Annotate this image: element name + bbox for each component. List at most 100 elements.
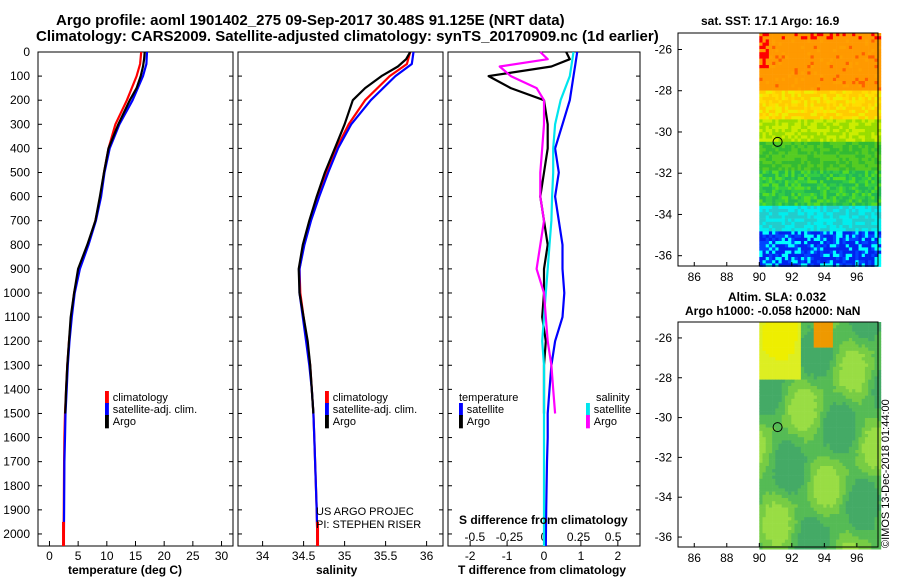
map-cell [823, 421, 827, 425]
map-cell [871, 437, 875, 441]
map-cell [836, 411, 840, 416]
map-cell [852, 462, 856, 467]
map-cell [788, 434, 792, 438]
map-cell [784, 218, 789, 223]
map-cell [852, 475, 856, 480]
map-cell [836, 116, 840, 120]
map-cell [823, 328, 827, 332]
map-cell [832, 328, 837, 332]
map-cell [781, 325, 786, 329]
map-cell [826, 241, 830, 245]
map-cell [842, 440, 846, 444]
map-cell [775, 237, 779, 242]
map-cell [855, 379, 859, 384]
map-cell [858, 462, 862, 467]
map-cell [781, 430, 786, 435]
map-cell [794, 109, 798, 114]
map-cell [842, 205, 846, 210]
map-cell [788, 151, 792, 155]
map-cell [775, 154, 779, 159]
map-cell [852, 113, 856, 117]
map-cell [852, 386, 856, 390]
map-cell [836, 170, 840, 175]
map-cell [839, 52, 843, 56]
map-cell [800, 225, 805, 229]
x-tick-label: 30 [215, 549, 229, 563]
map-cell [839, 61, 843, 66]
map-cell [826, 253, 830, 258]
map-cell [775, 161, 779, 165]
map-cell [765, 193, 770, 197]
map-cell [858, 357, 862, 361]
map-cell [852, 334, 856, 339]
map-cell [858, 373, 862, 377]
map-cell [842, 354, 846, 358]
map-cell [772, 341, 776, 345]
map-cell [797, 253, 802, 258]
map-cell [797, 106, 802, 111]
map-cell [797, 373, 802, 377]
map-cell [813, 405, 818, 409]
map-cell [778, 488, 782, 492]
map-cell [804, 202, 808, 207]
map-cell [820, 231, 824, 235]
map-cell [800, 322, 805, 326]
map-cell [874, 440, 878, 444]
map-cell [816, 65, 821, 69]
map-cell [874, 132, 878, 136]
map-cell [858, 33, 862, 37]
map-cell [842, 414, 846, 419]
map-cell [877, 334, 882, 339]
map-cell [810, 325, 814, 329]
map-cell [868, 36, 872, 40]
map-cell [788, 472, 792, 476]
map-cell [797, 49, 802, 53]
map-cell [871, 202, 875, 207]
map-cell [823, 189, 827, 194]
map-cell [807, 360, 811, 364]
map-cell [800, 382, 805, 387]
map-cell [775, 354, 779, 358]
map-cell [784, 469, 789, 473]
map-cell [807, 379, 811, 384]
map-cell [775, 379, 779, 384]
map-cell [788, 427, 792, 432]
map-cell [836, 135, 840, 139]
map-cell [775, 395, 779, 400]
map-cell [852, 141, 856, 146]
map-cell [781, 392, 786, 396]
map-cell [826, 45, 830, 50]
map-cell [759, 84, 763, 88]
map-cell [861, 199, 866, 203]
map-cell [852, 443, 856, 448]
map-cell [839, 212, 843, 216]
map-cell [762, 247, 766, 251]
map-cell [778, 453, 782, 457]
map-cell [864, 177, 869, 181]
map-cell [759, 215, 763, 219]
map-cell [797, 478, 802, 483]
map-cell [784, 440, 789, 444]
map-cell [765, 183, 770, 187]
map-cell [826, 244, 830, 248]
map-cell [759, 347, 763, 352]
map-cell [768, 199, 773, 203]
map-cell [781, 173, 786, 178]
map-cell [839, 386, 843, 390]
map-cell [759, 373, 763, 377]
map-cell [816, 196, 821, 200]
map-cell [813, 395, 818, 400]
map-cell [768, 84, 773, 88]
map-cell [877, 469, 882, 473]
map-cell [781, 141, 786, 146]
map-cell [877, 357, 882, 361]
map-cell [877, 440, 882, 444]
map-cell [852, 132, 856, 136]
map-cell [788, 196, 792, 200]
map-cell [823, 90, 827, 95]
map-cell [842, 39, 846, 43]
map-cell [858, 84, 862, 88]
map-cell [868, 164, 872, 168]
map-cell [784, 247, 789, 251]
map-cell [877, 71, 882, 75]
